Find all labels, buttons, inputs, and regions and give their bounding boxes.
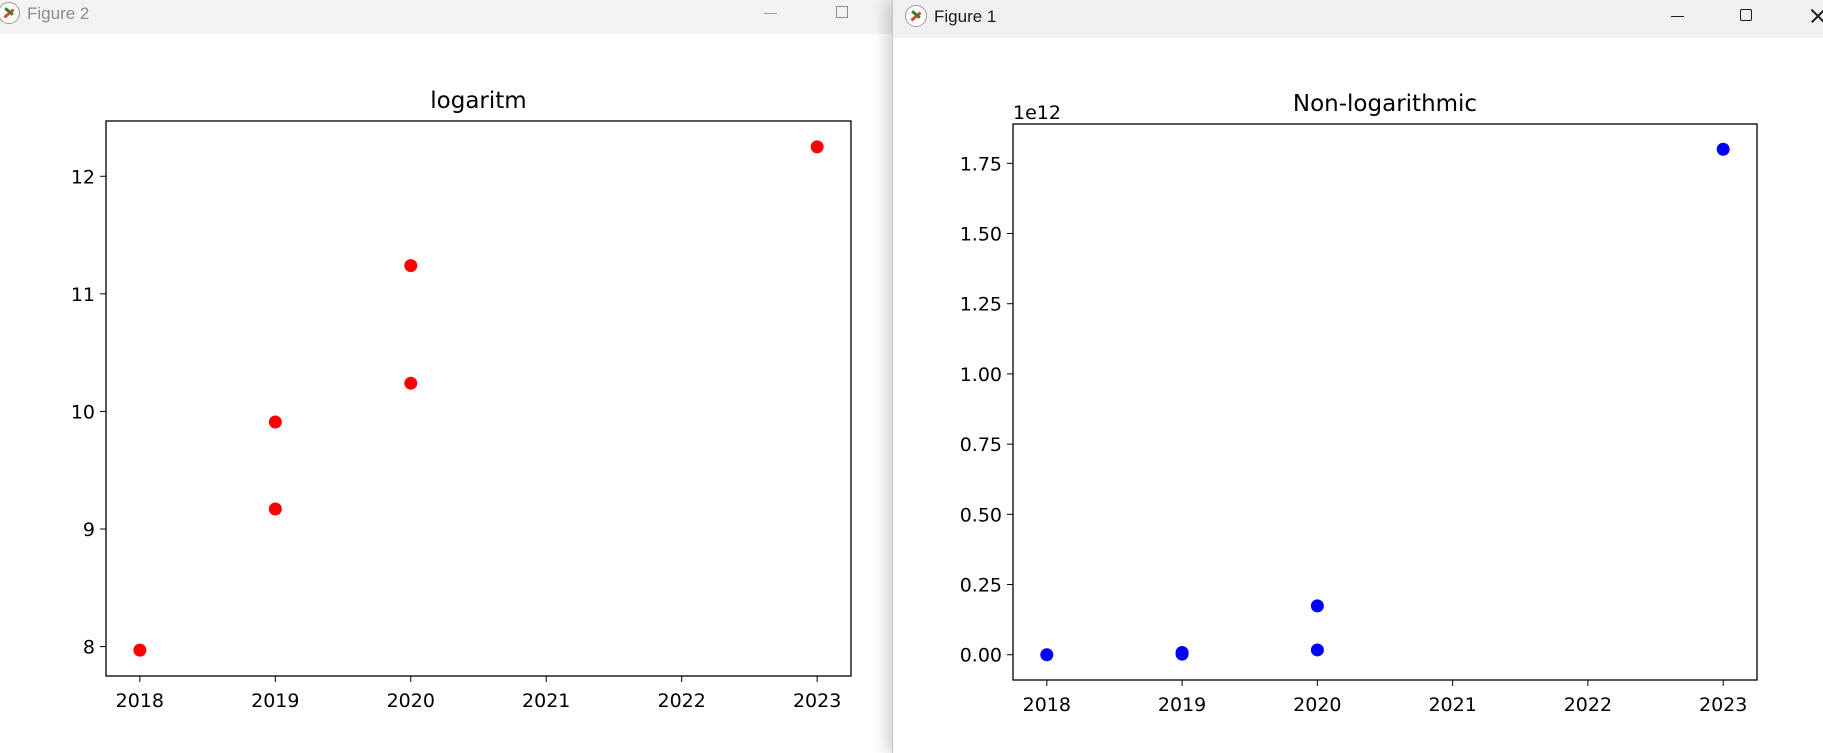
- x-tick-label: 2018: [116, 690, 164, 712]
- app-icon: [905, 5, 927, 27]
- window-title: Figure 1: [934, 7, 997, 26]
- close-icon[interactable]: [1811, 9, 1823, 23]
- figure-2-titlebar[interactable]: Figure 2: [0, 0, 892, 34]
- chart-title: Non-logarithmic: [1293, 91, 1477, 117]
- minimize-icon[interactable]: [764, 13, 777, 14]
- data-point: [404, 259, 418, 273]
- x-tick-label: 2020: [1293, 694, 1341, 716]
- x-tick-label: 2021: [522, 690, 570, 712]
- data-point: [268, 502, 282, 516]
- data-point: [1310, 643, 1324, 657]
- data-point: [1716, 142, 1730, 156]
- y-tick-label: 1.00: [960, 364, 1002, 386]
- x-tick-label: 2020: [387, 690, 435, 712]
- data-point: [810, 140, 824, 154]
- x-tick-label: 2022: [1564, 694, 1612, 716]
- data-point: [1040, 648, 1054, 662]
- x-tick-label: 2023: [1699, 694, 1747, 716]
- chart-title: logaritm: [430, 88, 526, 114]
- plot-frame: [1012, 123, 1758, 681]
- x-tick-label: 2019: [1158, 694, 1206, 716]
- figure-1-titlebar[interactable]: Figure 1: [893, 0, 1823, 38]
- data-point: [1310, 599, 1324, 613]
- y-tick-label: 11: [71, 284, 95, 306]
- y-tick-label: 0.75: [960, 434, 1002, 456]
- y-tick-label: 0.50: [960, 504, 1002, 526]
- app-icon: [0, 2, 20, 24]
- y-tick-label: 0.25: [960, 575, 1002, 597]
- plot-frame: [105, 120, 852, 677]
- data-point: [133, 643, 147, 657]
- y-tick-label: 9: [83, 519, 95, 541]
- x-tick-label: 2018: [1023, 694, 1071, 716]
- y-offset-label: 1e12: [1013, 102, 1061, 124]
- data-point: [268, 415, 282, 429]
- maximize-icon[interactable]: [1740, 9, 1752, 21]
- x-tick-label: 2019: [251, 690, 299, 712]
- y-tick-label: 1.75: [960, 153, 1002, 175]
- y-tick-label: 1.50: [960, 224, 1002, 246]
- window-title: Figure 2: [27, 4, 90, 23]
- non-logarithmic-chart: Non-logarithmic 2018 2019 2020 2021 2022 2023 0…: [960, 91, 1758, 716]
- maximize-icon[interactable]: [836, 6, 848, 18]
- y-tick-label: 8: [83, 637, 95, 659]
- y-tick-label: 1.25: [960, 294, 1002, 316]
- x-tick-label: 2021: [1428, 694, 1476, 716]
- data-point: [404, 376, 418, 390]
- x-tick-label: 2022: [658, 690, 706, 712]
- logaritm-chart: logaritm 2018 2019 2020 2021 2022 2023 8 9 10 11 12: [71, 88, 852, 712]
- data-point: [1175, 645, 1189, 659]
- x-tick-label: 2023: [793, 690, 841, 712]
- figure-2-window: Figure 2 logaritm 2018 2019 2020 2021 2022 202…: [0, 0, 892, 753]
- figure-1-window: Figure 1 Non-logarithmic 2018 2019 2020 2021…: [892, 0, 1823, 753]
- y-tick-label: 0.00: [960, 645, 1002, 667]
- minimize-icon[interactable]: [1671, 16, 1684, 17]
- y-tick-label: 10: [71, 401, 95, 423]
- y-tick-label: 12: [71, 166, 95, 188]
